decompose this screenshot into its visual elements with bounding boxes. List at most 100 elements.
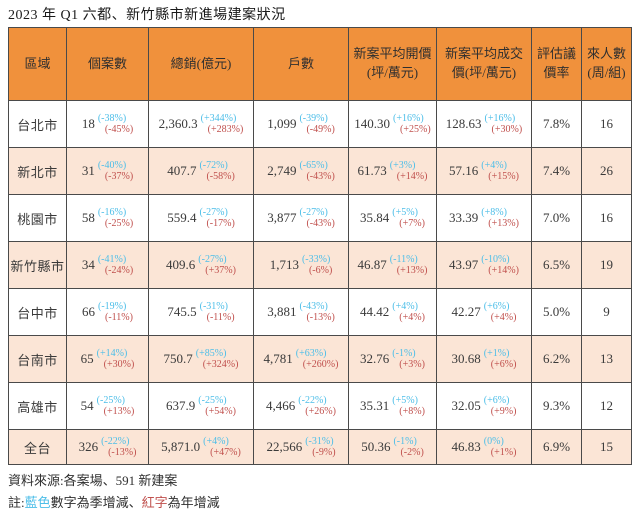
units-yoy: (+260%) (302, 358, 339, 370)
cases-qoq: (-19%) (98, 300, 127, 312)
deal-price-value: 57.16 (449, 163, 479, 178)
units-qoq: (-39%) (299, 112, 328, 124)
deal-price-value: 46.83 (451, 439, 481, 454)
open-price-cell: 44.42 (+4%) (+4%) (348, 288, 437, 336)
open-price-cell: 35.31 (+5%) (+8%) (348, 382, 437, 430)
open-price-yoy: (+13%) (396, 264, 428, 276)
sales-qoq: (-27%) (199, 206, 228, 218)
units-value: 4,781 (263, 351, 293, 366)
deal-price-qoq: (+16%) (484, 112, 516, 124)
header-visitors: 來人數(周/組) (581, 27, 632, 101)
sales-yoy: (-11%) (206, 311, 235, 323)
open-price-cell: 50.36 (-1%) (-2%) (348, 429, 437, 465)
region-cell: 高雄市 (8, 382, 67, 430)
deal-price-yoy: (+9%) (490, 405, 517, 417)
deal-price-value: 42.27 (451, 304, 481, 319)
cases-cell: 58 (-16%) (-25%) (66, 194, 149, 242)
sales-cell: 750.7 (+85%) (+324%) (148, 335, 254, 383)
region-cell: 新北市 (8, 147, 67, 195)
visitors-cell: 16 (581, 100, 632, 148)
units-yoy: (-9%) (312, 446, 336, 458)
visitors-cell: 12 (581, 382, 632, 430)
sales-cell: 637.9 (-25%) (+54%) (148, 382, 254, 430)
table-row: 台中市 66 (-19%) (-11%) 745.5 (-31%) (-11%) 3… (8, 288, 632, 336)
sales-value: 750.7 (163, 351, 193, 366)
units-yoy: (-43%) (306, 217, 335, 229)
sales-cell: 745.5 (-31%) (-11%) (148, 288, 254, 336)
units-cell: 4,466 (-22%) (+26%) (253, 382, 349, 430)
deal-price-value: 43.97 (449, 257, 479, 272)
open-price-value: 35.84 (360, 210, 390, 225)
open-price-yoy: (+14%) (396, 170, 428, 182)
sales-yoy: (+324%) (202, 358, 239, 370)
visitors-cell: 9 (581, 288, 632, 336)
sales-qoq: (-31%) (199, 300, 228, 312)
sales-qoq: (-25%) (198, 394, 227, 406)
deal-price-yoy: (+6%) (490, 358, 517, 370)
header-negotiation-rate: 評估議價率 (531, 27, 582, 101)
units-qoq: (-22%) (298, 394, 327, 406)
units-qoq: (-43%) (299, 300, 328, 312)
open-price-yoy: (+25%) (400, 123, 431, 135)
visitors-cell: 13 (581, 335, 632, 383)
open-price-value: 50.36 (361, 439, 391, 454)
units-qoq: (-27%) (299, 206, 328, 218)
note-red-word: 紅字 (141, 495, 168, 511)
sales-cell: 5,871.0 (+4%) (+47%) (148, 429, 254, 465)
open-price-value: 46.87 (357, 257, 387, 272)
cases-qoq: (-16%) (97, 206, 127, 218)
open-price-cell: 61.73 (+3%) (+14%) (348, 147, 437, 195)
region-cell: 桃園市 (8, 194, 67, 242)
sales-value: 559.4 (167, 210, 197, 225)
negotiation-rate-cell: 7.8% (531, 100, 582, 148)
sales-yoy: (-58%) (206, 170, 235, 182)
sales-value: 409.6 (166, 257, 196, 272)
visitors-cell: 19 (581, 241, 632, 289)
sales-value: 637.9 (166, 398, 196, 413)
units-value: 3,877 (267, 210, 297, 225)
sales-qoq: (+344%) (200, 112, 237, 124)
deal-price-yoy: (+13%) (488, 217, 519, 229)
deal-price-yoy: (+4%) (490, 311, 517, 323)
open-price-value: 32.76 (360, 351, 390, 366)
cases-qoq: (-41%) (97, 253, 127, 265)
negotiation-rate-cell: 7.4% (531, 147, 582, 195)
units-qoq: (-31%) (305, 435, 334, 447)
open-price-qoq: (+16%) (393, 112, 424, 124)
deal-price-cell: 30.68 (+1%) (+6%) (436, 335, 532, 383)
header-row: 區域 個案數 總銷(億元) 戶數 新案平均開價(坪/萬元) 新案平均成交價(坪/… (8, 27, 632, 101)
sales-qoq: (-27%) (198, 253, 227, 265)
deal-price-yoy: (+30%) (491, 123, 523, 135)
region-cell: 台北市 (8, 100, 67, 148)
sales-yoy: (+47%) (210, 446, 241, 458)
deal-price-qoq: (+6%) (483, 394, 510, 406)
region-cell: 台中市 (8, 288, 67, 336)
legend-note: 註:藍色數字為季增減、紅字為年增減 (8, 492, 634, 514)
cases-yoy: (-37%) (104, 170, 134, 182)
sales-yoy: (+54%) (205, 405, 236, 417)
cases-cell: 326 (-22%) (-13%) (66, 429, 149, 465)
open-price-qoq: (+5%) (392, 206, 418, 218)
open-price-qoq: (+4%) (392, 300, 418, 312)
open-price-qoq: (+5%) (392, 394, 418, 406)
negotiation-rate-cell: 6.9% (531, 429, 582, 465)
open-price-qoq: (-1%) (393, 435, 417, 447)
cases-cell: 31 (-40%) (-37%) (66, 147, 149, 195)
region-cell: 全台 (8, 429, 67, 465)
visitors-cell: 15 (581, 429, 632, 465)
units-value: 22,566 (266, 439, 303, 454)
deal-price-value: 30.68 (451, 351, 481, 366)
deal-price-qoq: (-10%) (481, 253, 510, 265)
data-table: 區域 個案數 總銷(億元) 戶數 新案平均開價(坪/萬元) 新案平均成交價(坪/… (8, 27, 632, 465)
sales-qoq: (+85%) (195, 347, 227, 359)
units-qoq: (-65%) (299, 159, 328, 171)
sales-yoy: (+283%) (207, 123, 244, 135)
visitors-cell: 26 (581, 147, 632, 195)
negotiation-rate-cell: 5.0% (531, 288, 582, 336)
sales-cell: 409.6 (-27%) (+37%) (148, 241, 254, 289)
deal-price-qoq: (+8%) (481, 206, 507, 218)
cases-qoq: (-38%) (97, 112, 127, 124)
units-qoq: (-33%) (301, 253, 331, 265)
units-yoy: (-13%) (306, 311, 335, 323)
